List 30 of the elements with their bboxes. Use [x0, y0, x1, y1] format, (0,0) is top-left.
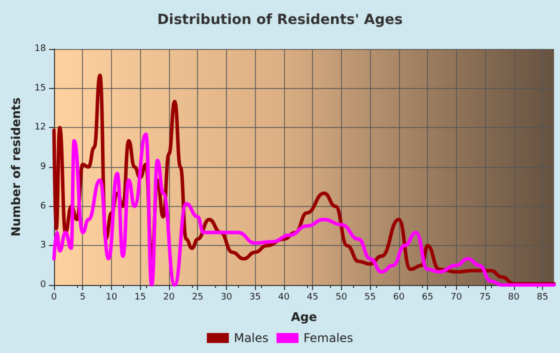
x-tick-label: 30 — [220, 292, 232, 302]
chart-title: Distribution of Residents' Ages — [157, 12, 403, 28]
x-tick-label: 60 — [393, 292, 405, 302]
y-tick-label: 12 — [34, 122, 46, 133]
x-tick-label: 85 — [536, 292, 548, 302]
x-tick-label: 20 — [163, 292, 175, 302]
x-tick-label: 25 — [192, 292, 204, 302]
x-tick-label: 40 — [278, 292, 290, 302]
x-tick-label: 35 — [249, 292, 261, 302]
x-tick-label: 65 — [422, 292, 434, 302]
y-tick-label: 6 — [40, 201, 46, 212]
y-tick-label: 18 — [34, 44, 46, 54]
y-axis-title: Number of residents — [9, 97, 23, 237]
x-tick-label: 70 — [450, 292, 462, 302]
y-tick-label: 15 — [34, 83, 46, 94]
legend-label: Females — [304, 331, 354, 345]
x-tick-label: 75 — [479, 292, 491, 302]
y-tick-label: 9 — [40, 162, 46, 172]
y-tick-label: 0 — [40, 280, 46, 290]
x-tick-label: 55 — [364, 292, 376, 302]
x-tick-label: 15 — [134, 292, 146, 302]
y-tick-label: 3 — [40, 240, 46, 251]
x-tick-label: 50 — [336, 292, 348, 302]
x-tick-label: 45 — [306, 292, 318, 302]
legend-label: Males — [234, 331, 269, 345]
x-tick-label: 5 — [80, 292, 86, 302]
x-tick-label: 80 — [508, 292, 520, 302]
x-tick-label: 10 — [106, 292, 118, 302]
x-tick-label: 0 — [51, 292, 58, 302]
x-axis-title: Age — [290, 310, 318, 324]
